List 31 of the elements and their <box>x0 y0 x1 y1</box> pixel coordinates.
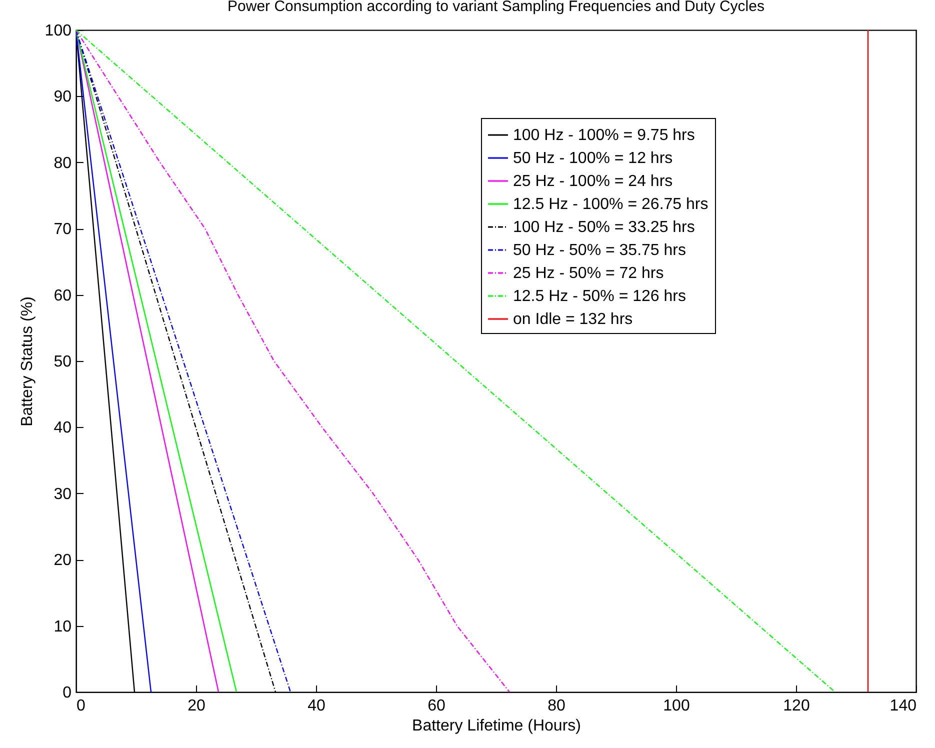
x-tick-label: 120 <box>783 698 810 714</box>
legend-label: on Idle = 132 hrs <box>513 311 633 328</box>
y-tick-label: 100 <box>44 22 72 40</box>
legend-label: 50 Hz - 50% = 35.75 hrs <box>513 242 686 259</box>
y-tick-label: 70 <box>54 221 72 238</box>
x-tick-label: 140 <box>890 698 917 714</box>
x-tick-label: 60 <box>428 698 446 714</box>
chart-title: Power Consumption according to variant Sampling Frequencies and Duty Cycles <box>228 0 764 15</box>
y-tick-label: 0 <box>62 684 72 702</box>
y-tick-label: 60 <box>54 287 72 304</box>
legend-label: 100 Hz - 100% = 9.75 hrs <box>513 127 695 144</box>
legend-label: 25 Hz - 100% = 24 hrs <box>513 173 673 190</box>
legend-label: 100 Hz - 50% = 33.25 hrs <box>513 219 695 236</box>
y-tick-label: 40 <box>54 420 72 437</box>
x-tick-label: 100 <box>663 698 690 714</box>
legend-label: 12.5 Hz - 50% = 126 hrs <box>513 288 686 305</box>
legend-label: 50 Hz - 100% = 12 hrs <box>513 150 673 167</box>
x-tick-label: 40 <box>308 698 326 714</box>
x-tick-label: 0 <box>76 698 86 714</box>
y-tick-label: 10 <box>54 618 72 636</box>
y-tick-label: 90 <box>54 88 72 106</box>
y-tick-label: 20 <box>54 552 72 570</box>
x-axis-title: Battery Lifetime (Hours) <box>412 718 581 734</box>
y-tick-label: 50 <box>54 354 72 370</box>
y-axis-title: Battery Status (%) <box>18 296 36 426</box>
y-tick-label: 80 <box>54 154 72 172</box>
x-tick-label: 80 <box>548 698 566 714</box>
x-tick-label: 20 <box>188 698 206 714</box>
legend-label: 12.5 Hz - 100% = 26.75 hrs <box>513 196 708 213</box>
legend-label: 25 Hz - 50% = 72 hrs <box>513 265 664 282</box>
y-tick-label: 30 <box>54 486 72 503</box>
